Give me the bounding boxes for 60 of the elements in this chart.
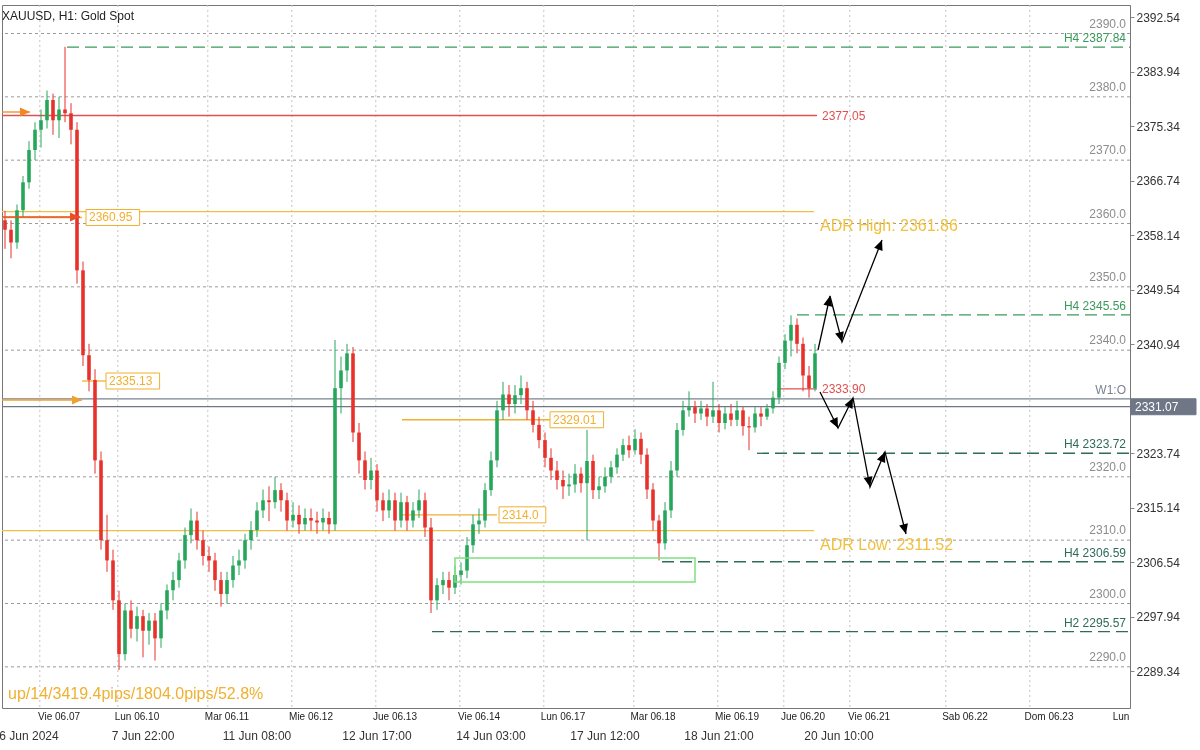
- text: 17 Jun 12:00: [570, 729, 641, 743]
- ref-line-label: 2360.95: [89, 210, 133, 225]
- x-tick-label: Mar 06.18: [630, 710, 676, 722]
- text: 20 Jun 10:00: [804, 729, 875, 743]
- x-tick-label: Mie 06.12: [289, 710, 334, 722]
- text: 14 Jun 03:00: [456, 729, 527, 743]
- ref-line-label: 2335.13: [109, 374, 153, 389]
- ref-line-label: 2329.01: [553, 412, 597, 427]
- text: 18 Jun 21:00: [684, 729, 755, 743]
- y-tick-label: 2340.94: [1136, 337, 1181, 352]
- text: 11 Jun 08:00: [222, 729, 292, 743]
- y2-tick-label: 2350.0: [1089, 269, 1127, 284]
- y2-tick-label: 2310.0: [1089, 523, 1127, 538]
- x-tick-label: Jue 06.13: [373, 710, 418, 722]
- y-tick-label: 2358.14: [1136, 228, 1181, 243]
- ref-line-label: H4 2323.72: [1063, 437, 1127, 452]
- y-tick-label: 2366.74: [1136, 174, 1181, 189]
- y2-tick-label: 2360.0: [1089, 206, 1127, 221]
- ref-line-label: 2333.90: [822, 381, 866, 396]
- text: 7 Jun 22:00: [111, 729, 175, 743]
- annotation: up/14/3419.4pips/1804.0pips/52.8%: [8, 685, 264, 702]
- y-tick-label: 2297.94: [1136, 610, 1181, 625]
- ref-line-label: H2 2295.57: [1063, 615, 1127, 630]
- ref-line-label: 2331.07: [1135, 399, 1179, 414]
- y2-tick-label: 2290.0: [1089, 649, 1127, 664]
- ref-line-label: ADR Low: 2311.52: [820, 535, 954, 553]
- y-tick-label: 2383.94: [1136, 65, 1181, 80]
- y-tick-label: 2289.34: [1136, 664, 1181, 679]
- x-tick-label: Mie 06.19: [715, 710, 760, 722]
- x-tick-label: Dom 06.23: [1024, 710, 1074, 722]
- text: 12 Jun 17:00: [342, 729, 413, 743]
- y2-tick-label: 2380.0: [1089, 79, 1127, 94]
- x-tick-label: Vie 06.07: [37, 710, 81, 722]
- ref-line-label: H4 2345.56: [1063, 298, 1127, 313]
- x-tick-label: Lun: [1112, 710, 1130, 722]
- y-tick-label: 2375.34: [1136, 119, 1181, 134]
- y-tick-label: 2315.14: [1136, 501, 1181, 516]
- text: 6 Jun 2024: [0, 729, 60, 743]
- y-tick-label: 2349.54: [1136, 283, 1181, 298]
- y2-tick-label: 2370.0: [1089, 143, 1127, 158]
- x-tick-label: Vie 06.14: [457, 710, 501, 722]
- y-tick-label: 2323.74: [1136, 446, 1181, 461]
- x-tick-label: Mar 06.11: [204, 710, 250, 722]
- y-tick-label: 2306.54: [1136, 555, 1181, 570]
- x-tick-label: Vie 06.21: [847, 710, 891, 722]
- y2-tick-label: 2320.0: [1089, 459, 1127, 474]
- ref-line-label: 2377.05: [822, 108, 866, 123]
- x-tick-label: Lun 06.17: [540, 710, 586, 722]
- ref-line-label: 2314.0: [502, 507, 540, 522]
- y2-tick-label: 2390.0: [1089, 16, 1127, 31]
- y2-tick-label: 2340.0: [1089, 333, 1127, 348]
- x-tick-label: Jue 06.20: [781, 710, 826, 722]
- y-tick-label: 2392.54: [1136, 10, 1181, 25]
- ref-line-label: H4 2387.84: [1063, 31, 1127, 46]
- ref-line-label: ADR High: 2361.86: [820, 216, 958, 234]
- x-tick-label: Lun 06.10: [114, 710, 160, 722]
- ref-line-label: H4 2306.59: [1063, 545, 1127, 560]
- ref-line-label: W1:O: [1095, 382, 1126, 397]
- y2-tick-label: 2300.0: [1089, 586, 1127, 601]
- x-tick-label: Sab 06.22: [942, 710, 989, 722]
